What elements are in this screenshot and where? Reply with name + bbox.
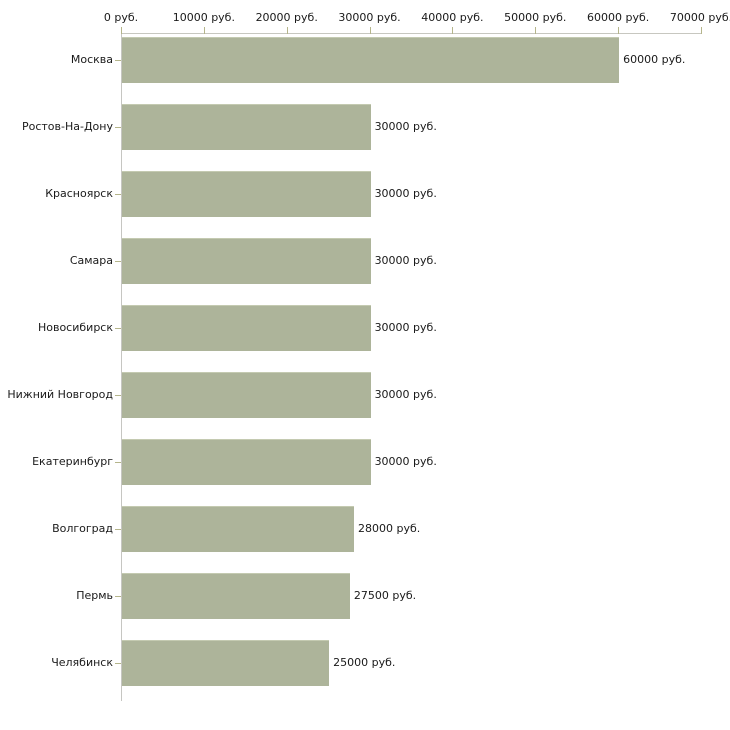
category-tick	[115, 529, 121, 530]
x-axis-tick-label: 20000 руб.	[255, 11, 318, 24]
y-axis-line	[121, 33, 122, 701]
value-label: 30000 руб.	[374, 120, 437, 133]
bar	[122, 104, 371, 150]
category-label: Новосибирск	[37, 321, 113, 334]
category-tick	[115, 127, 121, 128]
category-label: Пермь	[76, 589, 113, 602]
x-axis-tick-label: 10000 руб.	[172, 11, 235, 24]
x-axis-line	[121, 33, 702, 34]
x-axis-tick-label: 50000 руб.	[504, 11, 567, 24]
x-axis-tick	[452, 27, 454, 34]
bar	[122, 573, 350, 619]
value-label: 30000 руб.	[374, 254, 437, 267]
x-axis-tick	[535, 27, 537, 34]
x-axis-tick	[701, 27, 702, 34]
x-axis-tick	[121, 27, 122, 34]
bar	[122, 640, 330, 686]
category-label: Волгоград	[52, 522, 113, 535]
category-tick	[115, 596, 121, 597]
x-axis-tick-label: 30000 руб.	[338, 11, 401, 24]
category-tick	[115, 261, 121, 262]
category-tick	[115, 395, 121, 396]
value-label: 28000 руб.	[358, 522, 421, 535]
category-label: Нижний Новгород	[7, 388, 113, 401]
category-tick	[115, 663, 121, 664]
category-label: Красноярск	[45, 187, 113, 200]
bar	[122, 439, 371, 485]
bar	[122, 305, 371, 351]
value-label: 30000 руб.	[374, 455, 437, 468]
x-axis-tick	[286, 27, 288, 34]
value-label: 27500 руб.	[353, 589, 417, 602]
x-axis-tick-label: 70000 руб.	[669, 11, 730, 24]
value-label: 30000 руб.	[374, 187, 437, 200]
bar	[122, 506, 354, 552]
category-tick	[115, 462, 121, 463]
bar	[122, 171, 371, 217]
x-axis-tick	[618, 27, 620, 34]
bar	[122, 372, 371, 418]
category-label: Ростов-На-Дону	[21, 120, 113, 133]
x-axis-tick-label: 60000 руб.	[587, 11, 650, 24]
category-tick	[115, 194, 121, 195]
bar	[122, 37, 620, 83]
category-tick	[115, 328, 121, 329]
value-label: 60000 руб.	[623, 53, 686, 66]
value-label: 25000 руб.	[333, 656, 396, 669]
value-label: 30000 руб.	[374, 388, 437, 401]
category-label: Самара	[69, 254, 113, 267]
category-tick	[115, 60, 121, 61]
value-label: 30000 руб.	[374, 321, 437, 334]
x-axis-tick-label: 40000 руб.	[421, 11, 484, 24]
x-axis-tick	[369, 27, 371, 34]
category-label: Челябинск	[51, 656, 113, 669]
category-label: Екатеринбург	[32, 455, 113, 468]
x-axis-tick-label: 0 руб.	[103, 11, 139, 24]
x-axis-tick	[203, 27, 205, 34]
bar	[122, 238, 371, 284]
category-label: Москва	[70, 53, 113, 66]
